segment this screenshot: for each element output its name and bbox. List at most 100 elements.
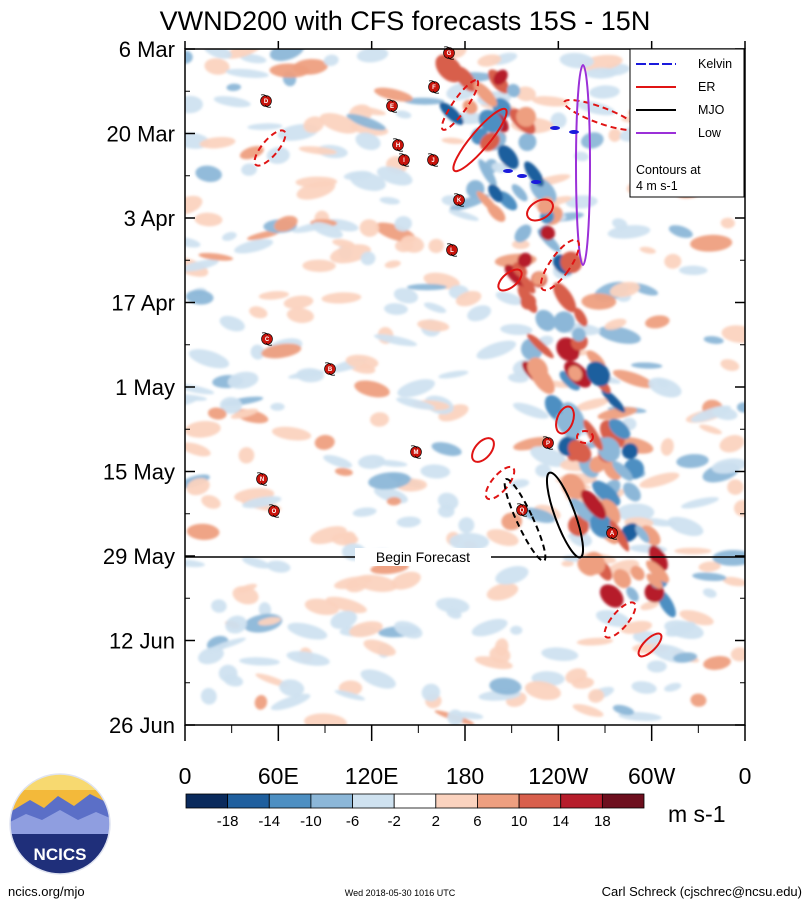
kelvin-contour (503, 169, 513, 173)
colorbar-tick-label: 18 (594, 813, 611, 830)
wave-contour (452, 107, 508, 173)
legend-label: Kelvin (698, 57, 732, 71)
forecast-label: Begin Forecast (376, 549, 470, 565)
storm-marker-label: D (264, 99, 269, 105)
wave-contour (471, 437, 495, 463)
storm-marker: A (606, 526, 618, 540)
legend-note-line2: 4 m s-1 (636, 179, 678, 193)
storm-marker-label: O (272, 509, 277, 515)
colorbar-tick-label: -14 (258, 813, 280, 830)
colorbar-swatch (477, 793, 520, 809)
x-tick-label: 180 (446, 763, 484, 789)
colorbar-tick-label: 6 (473, 813, 481, 830)
colorbar-swatch (393, 793, 437, 809)
colorbar-tick-label: 2 (432, 813, 440, 830)
colorbar-swatch (310, 793, 353, 809)
x-tick-label: 120W (528, 763, 588, 789)
storm-marker: F (428, 80, 440, 94)
wave-contour (603, 601, 637, 639)
y-tick-label: 17 Apr (111, 291, 175, 316)
storm-marker: L (446, 243, 458, 257)
colorbar-swatch (352, 793, 395, 809)
footer-author: Carl Schreck (cjschrec@ncsu.edu) (602, 884, 802, 899)
y-tick-label: 1 May (115, 375, 175, 400)
storm-marker-label: F (432, 85, 436, 91)
wave-contour (539, 238, 581, 292)
colorbar-swatch (601, 793, 645, 809)
colorbar-tick-label: -2 (388, 813, 401, 830)
forecast-label-bg (355, 548, 491, 566)
storm-marker: I (398, 153, 410, 167)
storm-marker-label: N (260, 477, 264, 483)
legend-label: ER (698, 80, 715, 94)
axes: 6 Mar 20 Mar 3 Apr 17 Apr 1 May 15 May 29 May 1… (103, 37, 752, 789)
x-tick-label: 60E (258, 763, 299, 789)
colorbar-swatch (435, 793, 478, 809)
legend-label: Low (698, 126, 722, 140)
colorbar-tick-label: 14 (552, 813, 569, 830)
storm-marker-label: K (457, 198, 462, 204)
storm-marker: C (261, 332, 273, 346)
wave-contour (555, 405, 575, 435)
storm-marker-label: P (546, 441, 550, 447)
colorbar-tick-label: -10 (300, 813, 322, 830)
wave-contour (576, 430, 594, 444)
storm-marker-label: I (403, 158, 405, 164)
legend-note-line1: Contours at (636, 163, 701, 177)
y-tick-label: 26 Jun (109, 713, 175, 738)
y-tick-label: 29 May (103, 544, 175, 569)
colorbar: -18 -14 -10 -6 -2 2 6 10 14 18 (185, 793, 645, 830)
storm-marker-label: C (265, 337, 270, 343)
y-tick-label: 20 Mar (107, 122, 175, 147)
storm-marker: G (443, 46, 455, 60)
y-tick-label: 12 Jun (109, 629, 175, 654)
y-tick-label: 15 May (103, 460, 175, 485)
legend: Kelvin ER MJO Low Contours at 4 m s-1 (629, 48, 745, 198)
storm-marker-label: A (610, 531, 615, 537)
wave-contour (253, 129, 287, 167)
colorbar-tick-label: -18 (217, 813, 239, 830)
storm-marker-label: Q (520, 508, 525, 514)
storm-marker-label: G (447, 51, 452, 57)
storm-marker-label: E (390, 104, 394, 110)
storm-marker: J (427, 153, 439, 167)
x-tick-label: 120E (345, 763, 399, 789)
storm-marker-label: M (414, 450, 419, 456)
storm-marker-label: B (328, 367, 333, 373)
logo-text: NCICS (34, 845, 87, 864)
anomaly-field (185, 49, 745, 725)
colorbar-tick-label: -6 (346, 813, 359, 830)
colorbar-tick-label: 10 (511, 813, 528, 830)
colorbar-unit-label: m s-1 (668, 801, 726, 827)
storm-marker: P (542, 436, 554, 450)
colorbar-swatch (518, 793, 562, 809)
legend-label: MJO (698, 103, 725, 117)
wave-contour (575, 64, 591, 266)
legend-box (629, 48, 745, 198)
colorbar-swatch (185, 793, 229, 809)
storm-marker: Q (516, 503, 528, 517)
y-tick-label: 6 Mar (119, 37, 175, 62)
storm-marker: B (324, 362, 336, 376)
footer-website[interactable]: ncics.org/mjo (8, 884, 85, 899)
kelvin-contour (531, 180, 541, 184)
kelvin-contour (550, 126, 560, 130)
storm-markers: A B C D E F G H I J K L M N O P Q (256, 46, 618, 540)
wave-contour (503, 478, 547, 562)
kelvin-contour (569, 130, 579, 134)
chart-title: VWND200 with CFS forecasts 15S - 15N (160, 6, 651, 36)
storm-marker-label: J (431, 158, 434, 164)
footer-timestamp: Wed 2018-05-30 1016 UTC (345, 888, 456, 898)
storm-marker-label: L (450, 248, 454, 254)
storm-marker: M (410, 445, 422, 459)
x-tick-label: 60W (628, 763, 676, 789)
ncics-logo: NCICS (9, 773, 111, 875)
storm-marker: H (392, 138, 404, 152)
x-tick-label: 0 (179, 763, 192, 789)
wave-contour (637, 632, 663, 658)
colorbar-swatch (268, 793, 312, 809)
wave-contour (440, 79, 480, 131)
colorbar-swatch (560, 793, 603, 809)
colorbar-swatch (227, 793, 270, 809)
